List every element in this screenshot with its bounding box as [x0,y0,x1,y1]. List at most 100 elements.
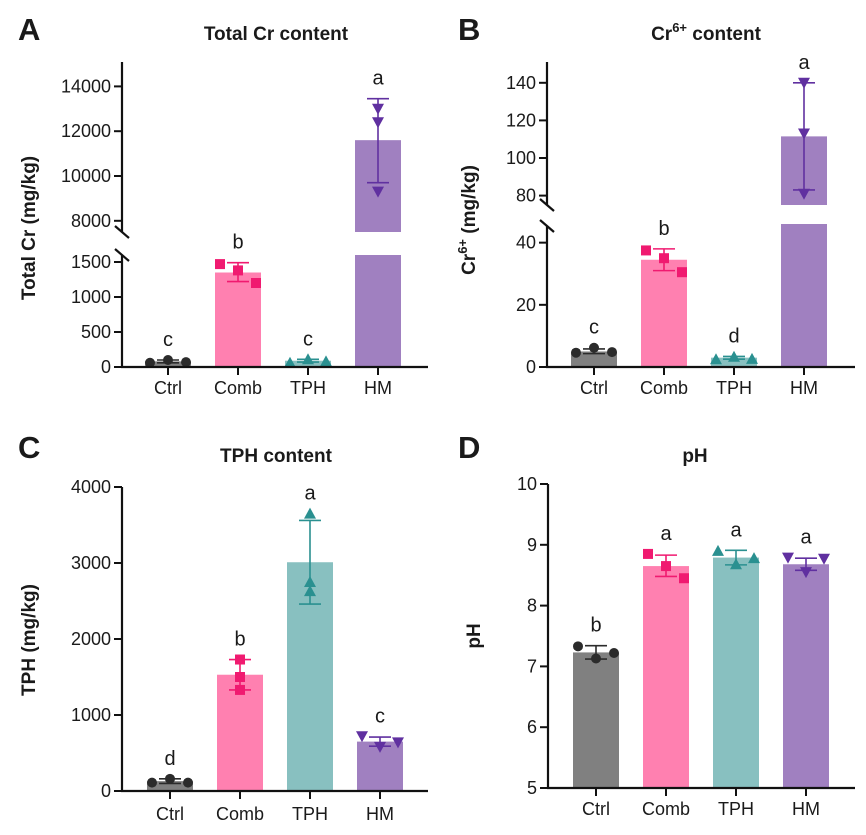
axis-break-mark-bottom [114,248,130,262]
bar-hm [783,564,829,788]
y-axis-label: TPH (mg/kg) [19,584,40,696]
ylabel-main: Cr [459,253,480,275]
title-superscript: 6+ [672,20,687,35]
bar-hm-lower [355,255,401,367]
y-tick-label: 80 [516,186,536,206]
y-tick-label: 14000 [61,76,111,96]
significance-letter: a [660,523,672,545]
y-axis-label: Cr6+ (mg/kg) [455,165,480,275]
y-tick-label: 10 [517,474,537,494]
ylabel-rest: (mg/kg) [459,165,480,239]
data-point-hm [372,103,384,115]
bar-hm-lower [781,224,827,367]
significance-letter: b [590,615,601,637]
data-point-comb [641,245,651,256]
panel-title: Cr6+ content [651,20,762,45]
y-tick-label: 40 [516,233,536,253]
y-tick-label: 4000 [71,477,111,497]
data-point-hm [374,741,386,753]
y-axis-label: Total Cr (mg/kg) [19,156,40,300]
significance-letter: b [232,232,243,254]
significance-letter: d [728,325,739,347]
significance-letter: c [163,329,173,351]
bar-tph [713,557,759,788]
x-tick-label: Comb [216,804,264,824]
bar-comb [643,566,689,788]
data-point-comb [677,267,687,278]
data-point-comb [659,253,669,264]
significance-letter: c [589,317,599,339]
y-tick-label: 7 [527,656,537,676]
y-tick-label: 500 [81,322,111,342]
x-tick-label: Ctrl [580,378,608,398]
y-tick-label: 1500 [71,252,111,272]
data-point-ctrl [181,357,191,368]
data-point-ctrl [183,777,193,788]
data-point-ctrl [589,342,599,353]
y-tick-label: 9 [527,535,537,555]
y-tick-label: 8000 [71,211,111,231]
significance-letter: c [303,328,313,350]
y-tick-label: 20 [516,295,536,315]
panel-letter: C [18,430,40,465]
axis-break-mark-top [539,198,555,212]
ylabel-superscript: 6+ [455,239,470,254]
data-point-comb [251,278,261,288]
title-main: Cr [651,24,673,45]
y-tick-label: 1000 [71,287,111,307]
data-point-hm [798,188,810,200]
x-tick-label: Ctrl [156,804,184,824]
x-tick-label: TPH [290,378,326,398]
bar-ctrl [571,351,617,367]
data-point-tph [748,552,760,564]
x-tick-label: Comb [640,378,688,398]
y-tick-label: 5 [527,778,537,798]
y-tick-label: 140 [506,73,536,93]
data-point-ctrl [163,355,173,365]
data-point-comb [679,573,689,584]
data-point-tph [302,353,314,365]
data-point-hm [818,553,830,565]
panel-title: TPH content [220,446,333,467]
significance-letter: a [798,52,810,74]
x-tick-label: HM [366,804,394,824]
y-tick-label: 2000 [71,629,111,649]
y-tick-label: 10000 [61,166,111,186]
data-point-ctrl [145,357,155,368]
data-point-hm [798,77,810,89]
data-point-comb [233,265,243,276]
x-tick-label: HM [792,799,820,819]
y-tick-label: 8 [527,596,537,616]
y-tick-label: 120 [506,110,536,130]
data-point-tph [320,355,332,367]
data-point-hm [798,128,810,140]
x-tick-label: TPH [292,804,328,824]
significance-letter: a [730,519,742,541]
data-point-comb [215,259,225,270]
x-tick-label: Comb [214,378,262,398]
data-point-comb [235,672,245,682]
panel-letter: B [458,12,480,47]
data-point-hm [782,552,794,564]
significance-letter: b [234,629,245,651]
axis-break-mark-top [114,225,130,239]
y-tick-label: 0 [101,357,111,377]
bar-ctrl [147,781,193,791]
panel-title: Total Cr content [204,24,349,45]
data-point-ctrl [609,648,619,659]
significance-letter: a [304,483,316,505]
axis-break-mark-bottom [539,219,555,233]
data-point-tph [746,352,758,364]
data-point-ctrl [607,347,617,358]
data-point-hm [800,567,812,579]
significance-letter: c [375,705,385,727]
data-point-ctrl [571,347,581,358]
x-tick-label: Comb [642,799,690,819]
data-point-hm [372,117,384,129]
y-tick-label: 6 [527,717,537,737]
y-tick-label: 0 [526,357,536,377]
data-point-tph [304,576,316,587]
data-point-ctrl [591,653,601,664]
